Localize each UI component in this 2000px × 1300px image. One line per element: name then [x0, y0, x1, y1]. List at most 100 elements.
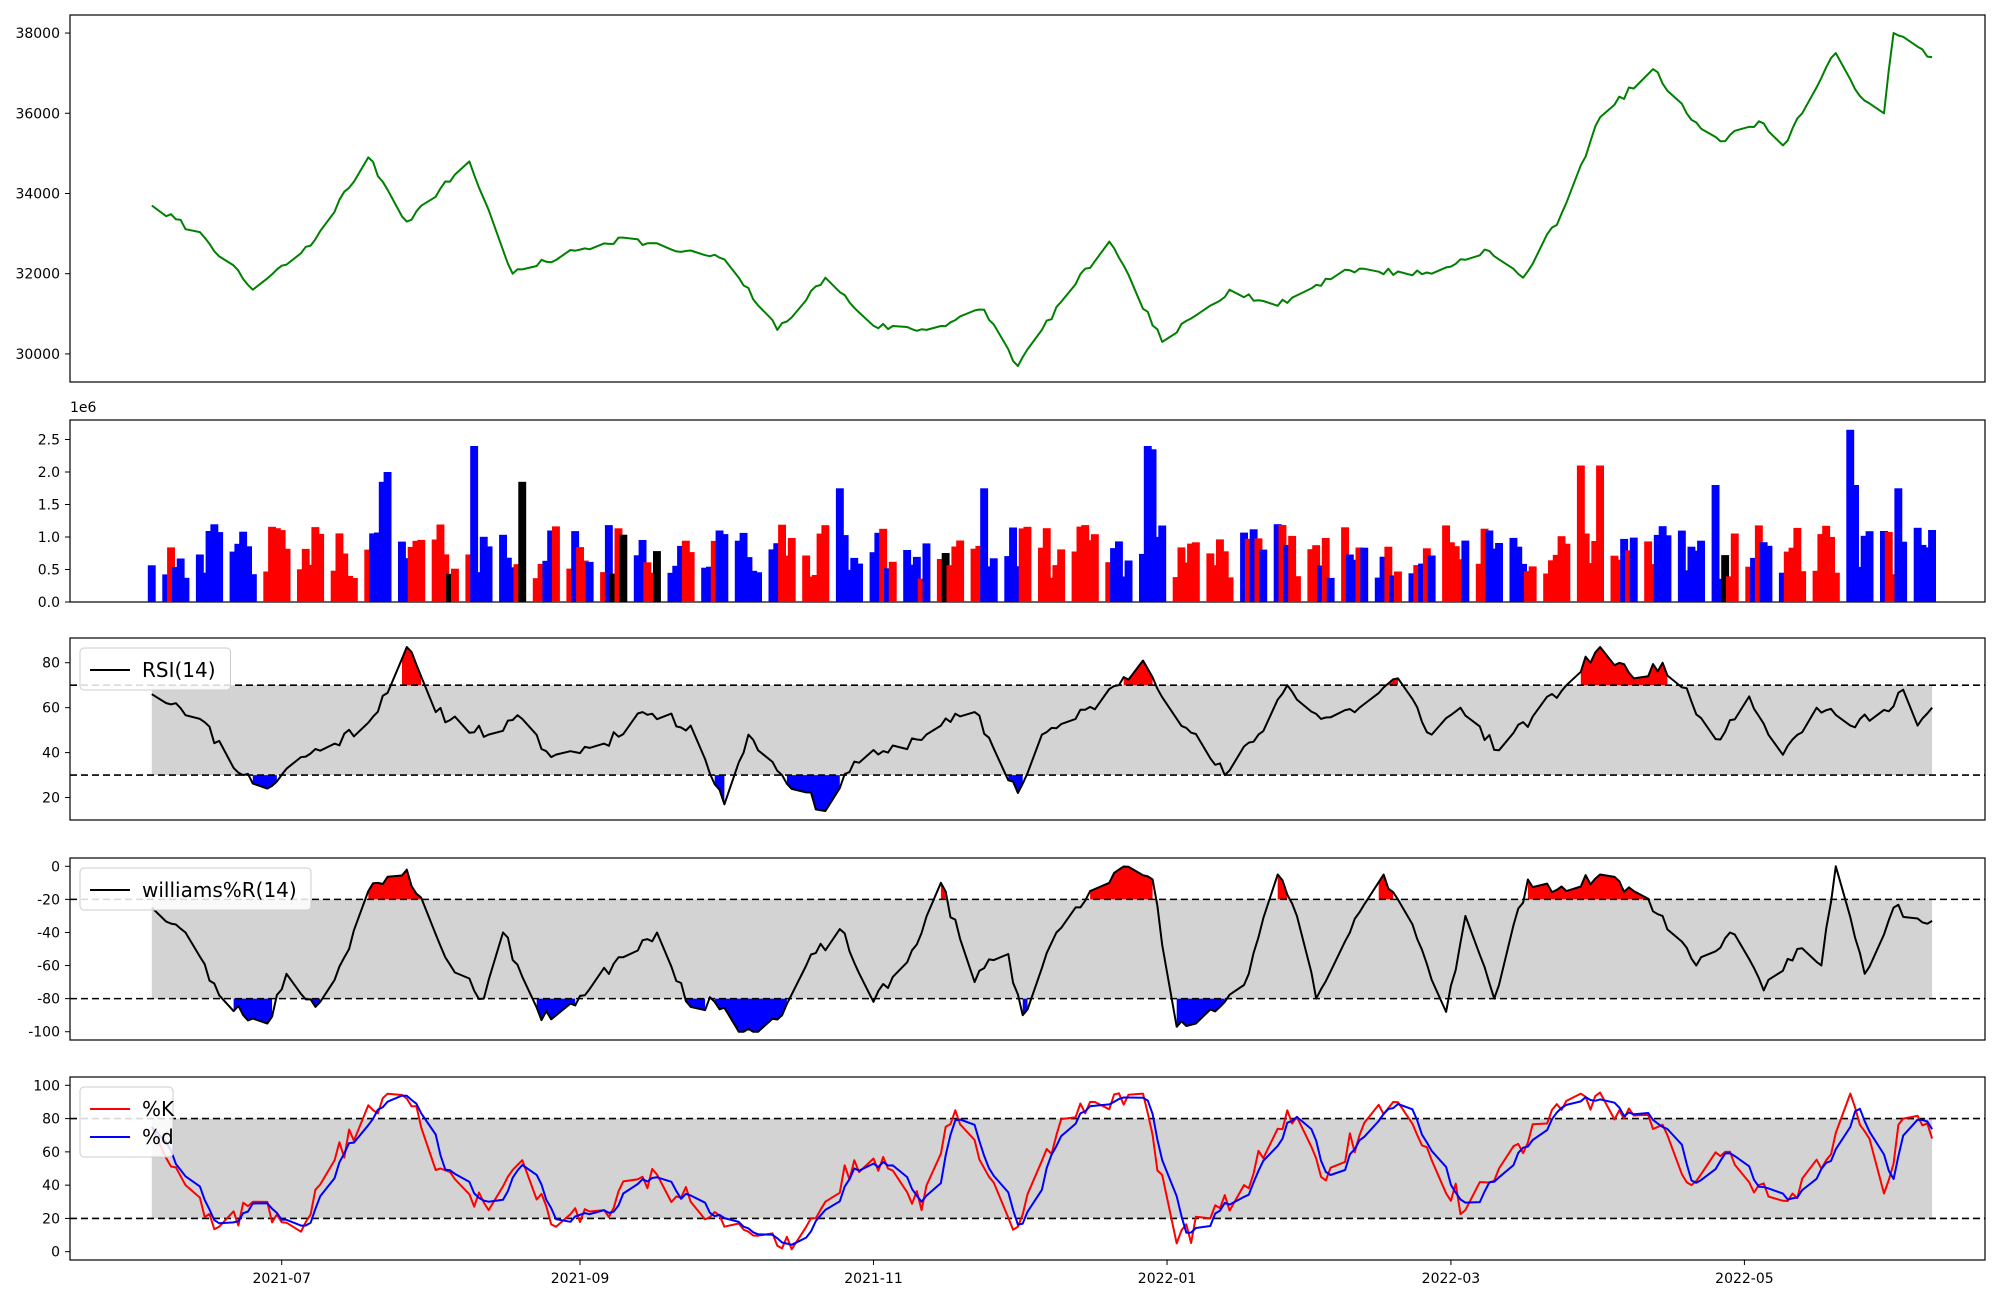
volume-bar: [552, 526, 560, 602]
volume-bar: [1586, 563, 1595, 602]
williams-overbought-fill: [368, 869, 422, 900]
volume-bar: [1827, 536, 1835, 602]
volume-bar: [874, 532, 883, 602]
volume-bar: [1812, 570, 1821, 602]
volume-bar: [1206, 553, 1215, 602]
volume-bar: [263, 571, 272, 602]
volume-bar: [503, 557, 512, 602]
price-ytick-label: 34000: [15, 186, 60, 202]
volume-bar: [441, 554, 450, 602]
volume-bar: [739, 532, 748, 602]
volume-offset-label: 1e6: [70, 400, 97, 416]
williams-legend-label: williams%R(14): [142, 878, 297, 902]
volume-bar: [1889, 574, 1898, 602]
volume-bar: [1726, 576, 1734, 602]
volume-bar: [1831, 572, 1840, 602]
volume-bar: [744, 557, 753, 602]
volume-bar: [277, 530, 286, 602]
volume-bar: [1211, 565, 1220, 602]
volume-bar: [922, 543, 931, 602]
rsi-ytick-label: 40: [42, 746, 60, 762]
williams-oversold-fill: [1176, 998, 1225, 1027]
volume-bar: [1615, 559, 1624, 602]
williams-oversold-fill: [1022, 998, 1028, 1016]
volume-bar: [1317, 565, 1325, 602]
price-axes-frame: [69, 14, 1986, 383]
volume-bar: [941, 553, 950, 602]
williams-ytick-label: -20: [37, 892, 60, 908]
williams-ytick-label: -80: [37, 992, 60, 1008]
xtick-label: 2021-09: [551, 1271, 610, 1287]
xtick-label: 2022-05: [1715, 1271, 1774, 1287]
volume-bar: [1413, 565, 1422, 602]
volume-bar: [604, 525, 613, 602]
volume-bar: [1288, 535, 1297, 602]
volume-bar: [1038, 547, 1046, 602]
williams-overbought-fill: [1090, 866, 1153, 900]
volume-bar: [210, 524, 219, 602]
volume-bar: [734, 540, 743, 602]
stochastic-legend-label: %K: [142, 1097, 175, 1121]
volume-bar: [1822, 525, 1831, 602]
volume-bar: [768, 549, 777, 602]
volume-bar: [1778, 572, 1787, 602]
williams-neutral-band: [151, 899, 1933, 999]
volume-bar: [989, 558, 998, 602]
williams-oversold-fill: [233, 998, 273, 1024]
volume-bar: [835, 488, 844, 603]
volume-bar: [162, 574, 171, 602]
volume-bar: [1408, 573, 1417, 602]
volume-bar: [1013, 566, 1022, 602]
volume-bar: [1711, 485, 1720, 602]
stochastic-ytick-label: 40: [42, 1178, 60, 1194]
volume-bar: [1860, 535, 1869, 602]
rsi-overbought-fill: [1388, 678, 1398, 686]
volume-bar: [446, 573, 454, 602]
rsi-legend-label: RSI(14): [142, 658, 216, 682]
volume-bar: [985, 566, 993, 602]
williams-ytick-label: 0: [51, 859, 60, 875]
volume-bar: [1009, 527, 1017, 602]
volume-bar: [1422, 548, 1431, 602]
volume-bar: [566, 568, 575, 602]
price-line: [151, 32, 1933, 367]
volume-bar: [1528, 566, 1537, 602]
volume-bar: [465, 554, 474, 602]
volume-bar: [1682, 570, 1691, 602]
volume-bar: [407, 546, 416, 602]
volume-bar: [1418, 563, 1426, 602]
volume-bar: [268, 526, 276, 602]
volume-bar: [1259, 549, 1268, 602]
williams-axes-frame: [69, 857, 1986, 1041]
volume-bar: [1543, 573, 1552, 602]
stochastic-k-line: [150, 1091, 1934, 1251]
volume-bar: [167, 547, 175, 602]
volume-bar: [1052, 565, 1061, 602]
volume-bar: [147, 565, 156, 602]
stochastic-d-line: [151, 1094, 1933, 1246]
volume-bar: [1913, 527, 1922, 602]
volume-bar: [840, 535, 849, 602]
volume-bar: [1124, 560, 1133, 602]
volume-bar: [970, 548, 979, 602]
volume-bar: [1321, 538, 1330, 602]
stochastic-ytick-label: 0: [51, 1245, 60, 1261]
volume-bar: [349, 578, 358, 602]
volume-bar: [1249, 529, 1258, 602]
volume-bar: [537, 563, 546, 602]
volume-bar: [1158, 525, 1167, 602]
volume-bar: [532, 578, 541, 602]
volume-ytick-label: 2.0: [38, 465, 60, 481]
williams-legend: [79, 867, 312, 911]
volume-bar: [1374, 577, 1383, 602]
volume-bar: [667, 572, 676, 602]
volume-bar: [1798, 571, 1807, 602]
volume-bar: [171, 567, 180, 602]
volume-bar: [1687, 546, 1696, 602]
volume-bar: [484, 546, 493, 602]
volume-bar: [1225, 577, 1234, 602]
volume-bar: [1379, 556, 1388, 602]
volume-bar: [802, 555, 811, 602]
rsi-axes-frame: [69, 637, 1986, 821]
volume-bar: [754, 572, 762, 602]
